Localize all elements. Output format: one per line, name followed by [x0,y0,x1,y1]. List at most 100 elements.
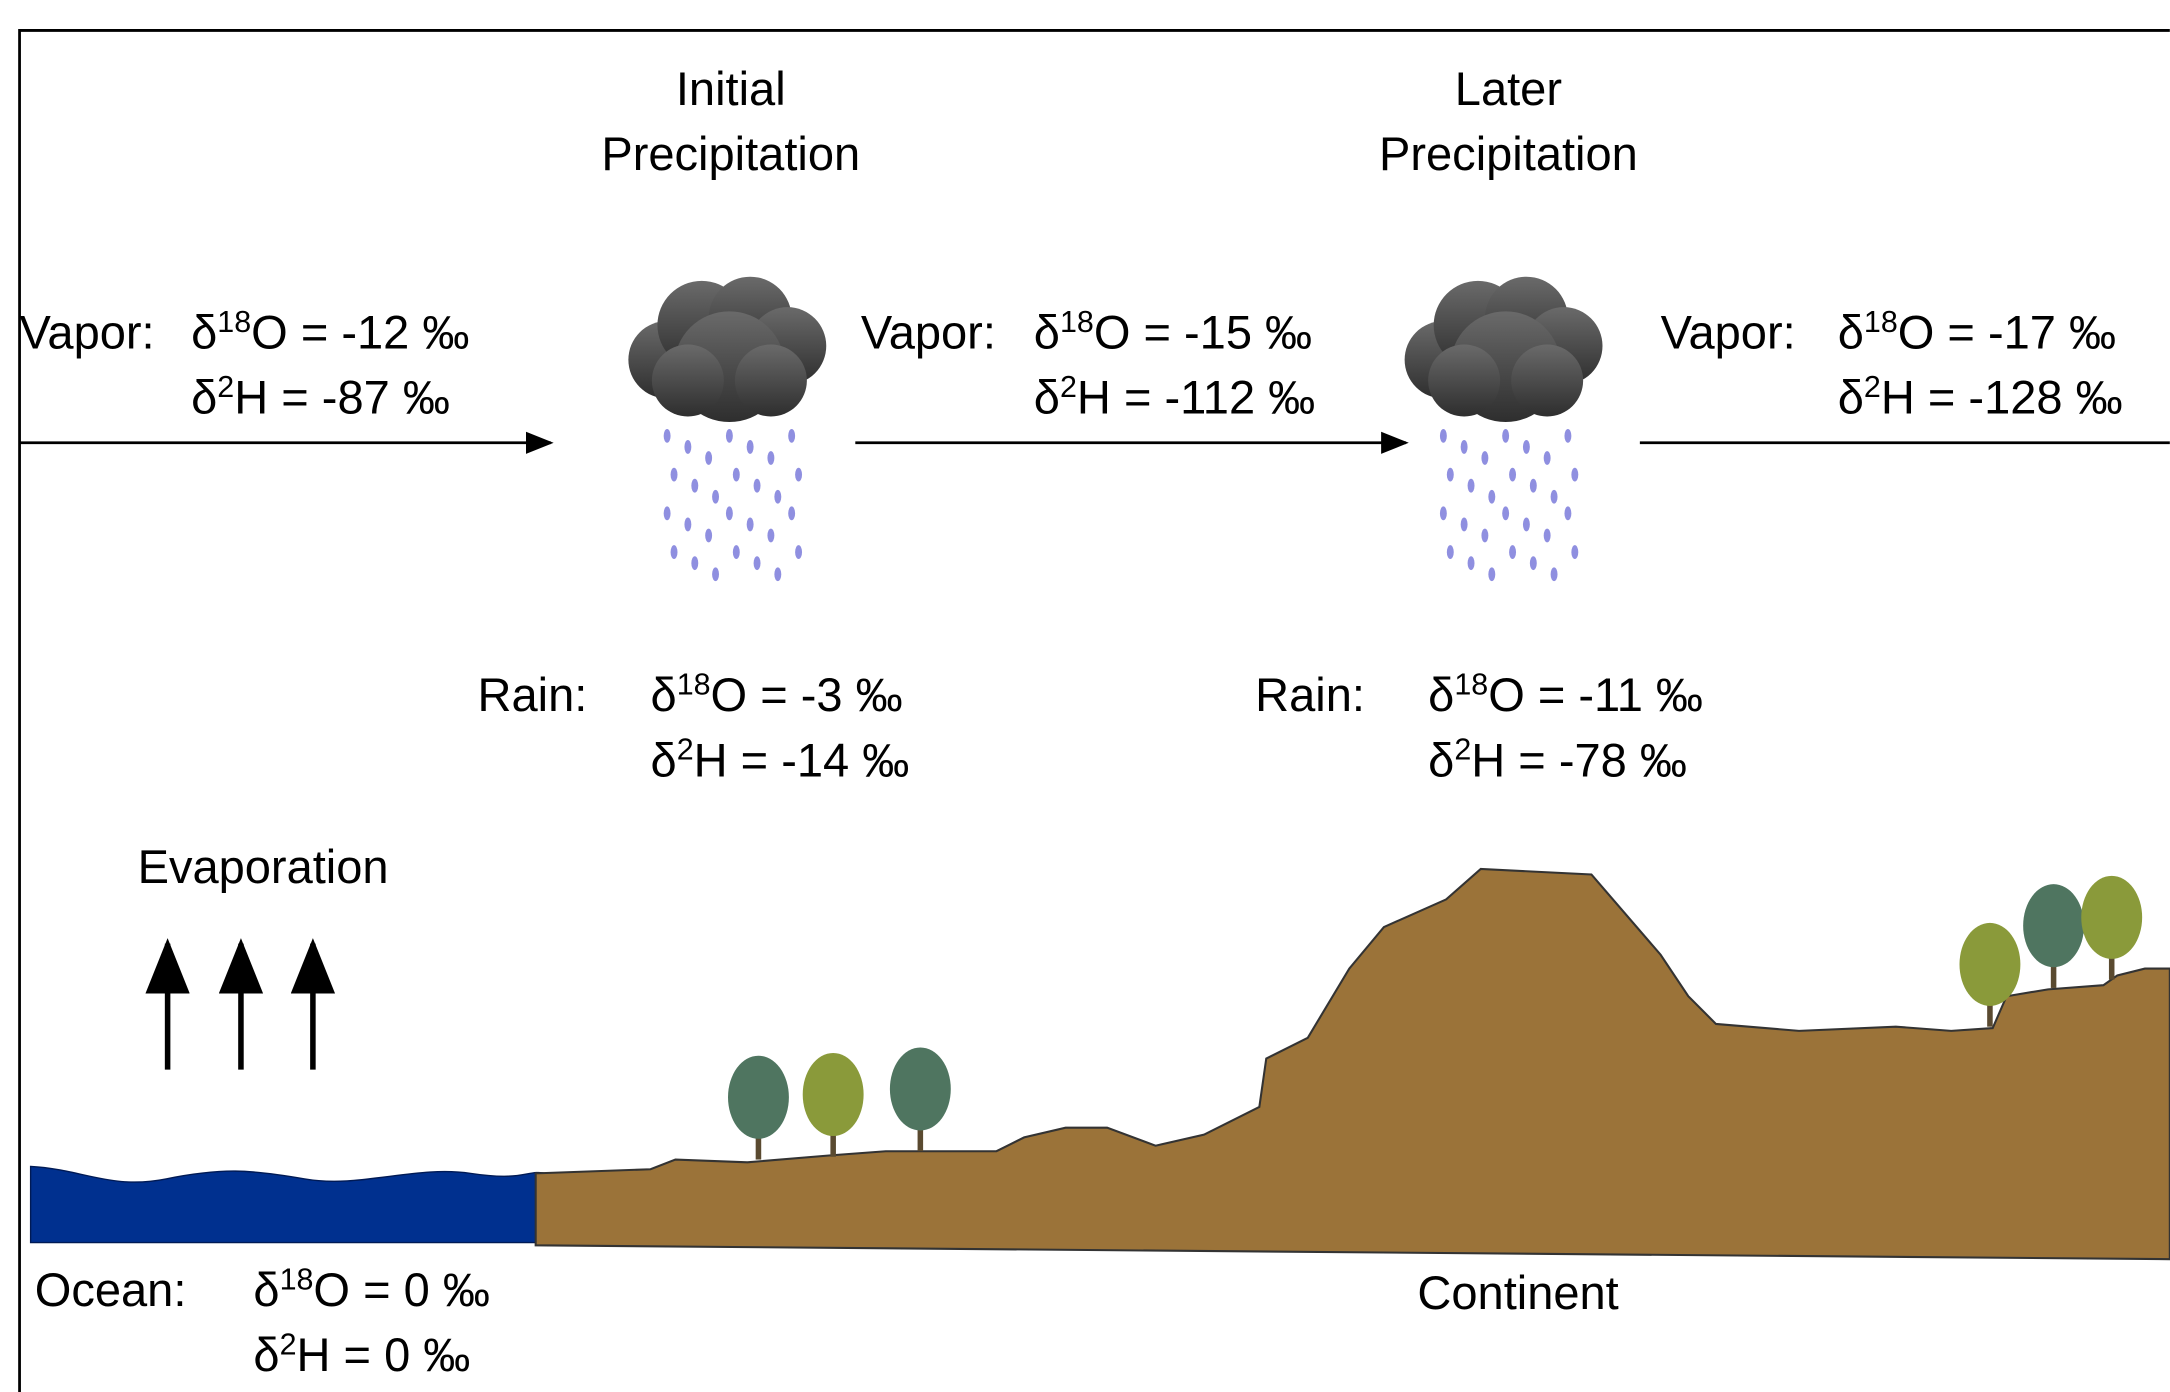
value-text: H = -112 ‰ [1077,371,1315,424]
value-text: O = -11 ‰ [1488,668,1703,721]
raindrop [1467,556,1475,571]
delta: δ [1428,668,1454,721]
raindrop [774,489,782,504]
raindrop [774,567,782,582]
superscript: 2 [217,370,234,404]
delta: δ [191,306,217,359]
isotope-value: δ18O = -17 ‰ [1838,305,2116,359]
raindrop [1488,567,1496,582]
raindrop [788,506,796,521]
label: Initial [676,62,786,115]
value-text: O = -3 ‰ [711,668,903,721]
value-text: O = -12 ‰ [251,306,469,359]
tree-crown [802,1052,864,1137]
raindrop [725,506,733,521]
raindrop [1522,440,1530,454]
superscript: 2 [1060,370,1077,404]
raindrop [663,428,671,443]
superscript: 18 [1864,305,1898,339]
superscript: 2 [677,733,694,767]
evaporation-arrows [145,938,336,1070]
cloud [734,344,807,417]
label: Evaporation [138,840,389,893]
delta: δ [651,668,677,721]
value-text: O = -15 ‰ [1094,306,1312,359]
isotope-value: δ2H = 0 ‰ [253,1328,470,1382]
isotope-value: δ2H = -14 ‰ [651,733,910,787]
delta: δ [1838,371,1864,424]
raindrop [1564,506,1572,521]
ocean [29,1165,548,1244]
value-text: H = -87 ‰ [234,371,450,424]
raindrop [705,528,713,543]
value-text: H = -78 ‰ [1471,733,1687,786]
isotope-value: δ18O = -12 ‰ [191,305,469,359]
raindrop [753,556,761,571]
superscript: 18 [217,305,251,339]
tree-crown [2023,884,2085,968]
frame [18,29,2170,1392]
raindrop [1509,545,1517,560]
label: Vapor: [20,306,155,359]
raindrop [1543,451,1551,465]
cloud [651,344,724,417]
raindrop [705,451,713,465]
raindrop [1446,467,1454,482]
delta: δ [253,1263,279,1316]
isotope-value: δ18O = 0 ‰ [253,1263,489,1317]
continent-land [534,867,2170,1261]
superscript: 2 [280,1328,297,1362]
raindrop [1446,545,1454,560]
raindrop [1439,428,1447,443]
label: Precipitation [601,127,860,180]
raindrop [1571,467,1579,482]
raindrop [691,556,699,571]
raindrop [1564,428,1572,443]
raindrop [670,545,678,560]
raindrop [1502,506,1510,521]
label: Continent [1417,1266,1618,1319]
raindrop [1529,556,1537,571]
raindrop [788,428,796,443]
delta: δ [1034,371,1060,424]
superscript: 18 [1060,305,1094,339]
raindrop [1460,517,1468,532]
raindrop [1509,467,1517,482]
isotope-value: δ18O = -11 ‰ [1428,668,1703,722]
delta: δ [1034,306,1060,359]
delta: δ [651,733,677,786]
raindrop [795,467,803,482]
raindrop [712,489,720,504]
tree-crown [1959,922,2021,1006]
raindrop [1571,545,1579,560]
raindrop [1488,489,1496,504]
label: Rain: [478,668,588,721]
raindrop [1481,451,1489,465]
raindrop [712,567,720,582]
raindrop [1529,478,1537,493]
raindrop [732,545,740,560]
raindrop [746,440,754,454]
raindrop [663,506,671,521]
superscript: 2 [1454,733,1471,767]
cloud [1428,344,1501,417]
tree-crown [728,1055,789,1139]
tree-crown [2081,875,2143,959]
raindrop [1543,528,1551,543]
raindrop [1550,567,1558,582]
delta: δ [1838,306,1864,359]
value-text: H = 0 ‰ [297,1328,471,1381]
label: Precipitation [1379,127,1638,180]
isotope-value: δ2H = -78 ‰ [1428,733,1687,787]
delta: δ [191,371,217,424]
value-text: O = 0 ‰ [313,1263,489,1316]
raindrop [795,545,803,560]
raindrop [684,517,692,532]
raindrop [1550,489,1558,504]
value-text: H = -14 ‰ [694,733,910,786]
raindrop [1460,440,1468,454]
raindrop [753,478,761,493]
superscript: 18 [280,1263,314,1297]
label: Vapor: [861,306,996,359]
cloud [1511,344,1584,417]
